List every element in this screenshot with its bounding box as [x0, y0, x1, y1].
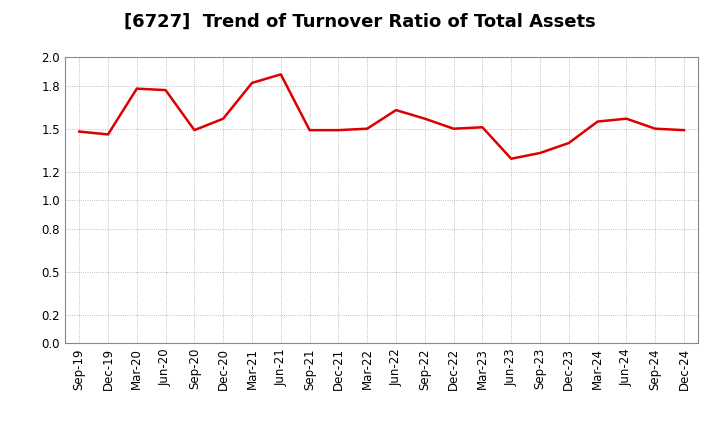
Text: [6727]  Trend of Turnover Ratio of Total Assets: [6727] Trend of Turnover Ratio of Total … — [124, 13, 596, 31]
